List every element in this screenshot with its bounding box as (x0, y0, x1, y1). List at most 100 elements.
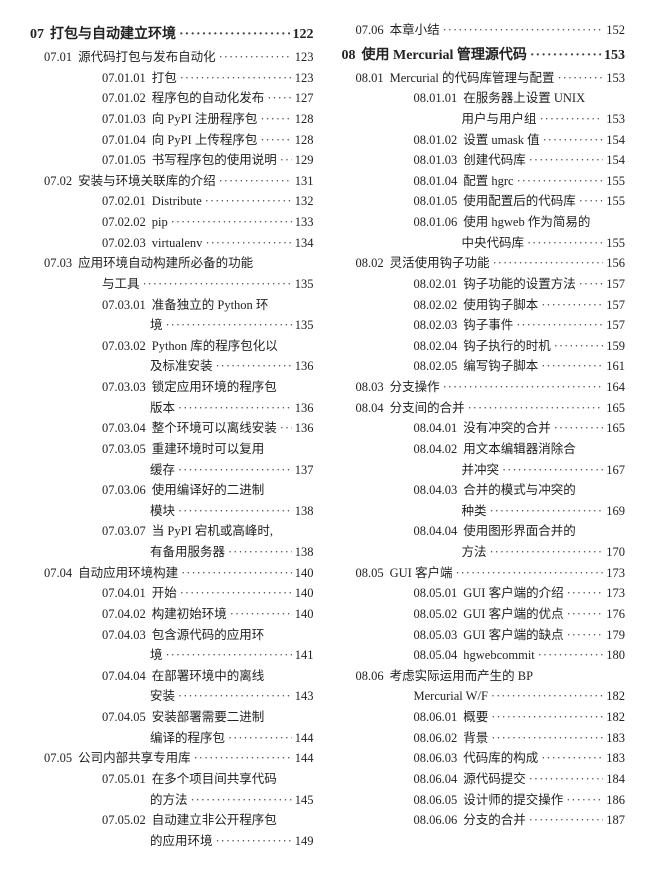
toc-entry-number: 07.04.05 (102, 707, 146, 728)
toc-entry-page: 182 (606, 707, 625, 728)
toc-entry-leader (527, 233, 603, 254)
toc-entry-leader (219, 47, 292, 68)
toc-entry-page: 164 (606, 377, 625, 398)
toc-entry-page: 155 (606, 233, 625, 254)
toc-entry-number: 07.03.03 (102, 377, 146, 398)
toc-entry-leader (191, 790, 292, 811)
toc-section: 08.04分支间的合并165 (356, 398, 626, 419)
toc-subsection: 07.01.02程序包的自动化发布127 (44, 88, 314, 109)
toc-entry-title: GUI 客户端 (390, 563, 453, 584)
toc-entry-number: 07.01.02 (102, 88, 146, 109)
toc-section: 07.04自动应用环境构建140 (44, 563, 314, 584)
toc-entry-number: 07.03.07 (102, 521, 146, 542)
toc-entry-title: 使用 Mercurial 管理源代码 (362, 44, 527, 67)
toc-entry-number: 08.01.05 (414, 191, 458, 212)
toc-entry-title: 打包 (152, 68, 177, 89)
toc-entry-title: 缓存 (150, 460, 175, 481)
toc-entry-title: 钩子功能的设置方法 (463, 274, 576, 295)
toc-entry-number: 08.02.02 (414, 295, 458, 316)
toc-subsection: 08.02.05编写钩子脚本161 (356, 356, 626, 377)
toc-entry-page: 144 (295, 728, 314, 749)
toc-entry-number: 08.04.04 (414, 521, 458, 542)
toc-entry-page: 173 (606, 563, 625, 584)
toc-entry-number: 07.04.03 (102, 625, 146, 646)
toc-subsection: 07.04.05安装部署需要二进制 (44, 707, 314, 728)
toc-section: 08.03分支操作164 (356, 377, 626, 398)
toc-entry-leader (490, 542, 604, 563)
toc-section: 07.01源代码打包与发布自动化123 (44, 47, 314, 68)
toc-subsection: 08.02.02使用钩子脚本157 (356, 295, 626, 316)
toc-entry-title: 版本 (150, 398, 175, 419)
toc-entry-number: 08.02 (356, 253, 384, 274)
toc-cont: 用户与用户组153 (462, 109, 626, 130)
toc-entry-title: 与工具 (102, 274, 140, 295)
toc-entry-number: 08.01.04 (414, 171, 458, 192)
toc-entry-title: 没有冲突的合并 (463, 418, 551, 439)
toc-section-cont: 与工具135 (102, 274, 314, 295)
toc-entry-leader (216, 356, 292, 377)
toc-entry-title: 分支操作 (390, 377, 440, 398)
toc-cont: 的应用环境149 (150, 831, 314, 852)
toc-entry-leader (491, 707, 603, 728)
toc-entry-page: 143 (295, 686, 314, 707)
toc-entry-title: Python 库的程序包化以 (152, 336, 278, 357)
toc-entry-title: 整个环境可以离线安装 (152, 418, 277, 439)
toc-entry-title: Mercurial W/F (414, 686, 488, 707)
toc-entry-leader (180, 583, 292, 604)
toc-entry-number: 07.01.01 (102, 68, 146, 89)
toc-entry-leader (216, 831, 292, 852)
toc-entry-number: 08.01.02 (414, 130, 458, 151)
toc-cont: 的方法145 (150, 790, 314, 811)
toc-entry-page: 165 (606, 418, 625, 439)
toc-entry-leader (228, 728, 292, 749)
toc-entry-number: 07.04.04 (102, 666, 146, 687)
toc-entry-page: 176 (606, 604, 625, 625)
toc-entry-page: 136 (295, 356, 314, 377)
toc-entry-page: 155 (606, 191, 625, 212)
toc-entry-title: 模块 (150, 501, 175, 522)
toc-entry-page: 157 (606, 315, 625, 336)
toc-entry-title: 自动建立非公开程序包 (152, 810, 277, 831)
toc-entry-title: 方法 (462, 542, 487, 563)
toc-entry-title: 向 PyPI 注册程序包 (152, 109, 258, 130)
toc-entry-title: 公司内部共享专用库 (78, 748, 191, 769)
toc-entry-number: 07.05 (44, 748, 72, 769)
toc-entry-leader (541, 748, 603, 769)
toc-subsection: 07.01.04向 PyPI 上传程序包128 (44, 130, 314, 151)
toc-entry-number: 07.03.06 (102, 480, 146, 501)
toc-entry-title: 在部署环境中的离线 (152, 666, 265, 687)
toc-entry-title: 钩子执行的时机 (463, 336, 551, 357)
toc-entry-title: 打包与自动建立环境 (50, 23, 176, 46)
toc-entry-page: 153 (606, 68, 625, 89)
toc-entry-leader (267, 88, 291, 109)
toc-subsection: 08.05.03GUI 客户端的缺点179 (356, 625, 626, 646)
toc-subsection: 07.01.05书写程序包的使用说明129 (44, 150, 314, 171)
toc-entry-title: 有备用服务器 (150, 542, 225, 563)
toc-entry-title: 合并的模式与冲突的 (463, 480, 576, 501)
toc-entry-page: 122 (293, 23, 314, 46)
toc-entry-number: 08.02.03 (414, 315, 458, 336)
toc-entry-number: 08 (342, 44, 356, 67)
toc-entry-number: 07.02.02 (102, 212, 146, 233)
toc-cont: 及标准安装136 (150, 356, 314, 377)
toc-entry-title: 中央代码库 (462, 233, 525, 254)
toc-entry-title: 考虑实际运用而产生的 BP (390, 666, 533, 687)
toc-entry-title: 的方法 (150, 790, 188, 811)
toc-entry-page: 179 (606, 625, 625, 646)
toc-entry-title: virtualenv (152, 233, 203, 254)
toc-entry-number: 08.06.06 (414, 810, 458, 831)
toc-entry-page: 173 (606, 583, 625, 604)
toc-entry-number: 08.06.02 (414, 728, 458, 749)
toc-entry-leader (540, 109, 604, 130)
toc-subsection: 07.03.02Python 库的程序包化以 (44, 336, 314, 357)
toc-entry-title: Mercurial 的代码库管理与配置 (390, 68, 555, 89)
toc-entry-title: 创建代码库 (463, 150, 526, 171)
toc-entry-leader (230, 604, 292, 625)
toc-subsection: 08.02.01钩子功能的设置方法157 (356, 274, 626, 295)
toc-subsection: 08.05.02GUI 客户端的优点176 (356, 604, 626, 625)
toc-entry-number: 08.01.01 (414, 88, 458, 109)
toc-section: 08.01Mercurial 的代码库管理与配置153 (356, 68, 626, 89)
toc-entry-number: 07.02.03 (102, 233, 146, 254)
toc-entry-number: 08.05.02 (414, 604, 458, 625)
toc-entry-leader (280, 418, 292, 439)
